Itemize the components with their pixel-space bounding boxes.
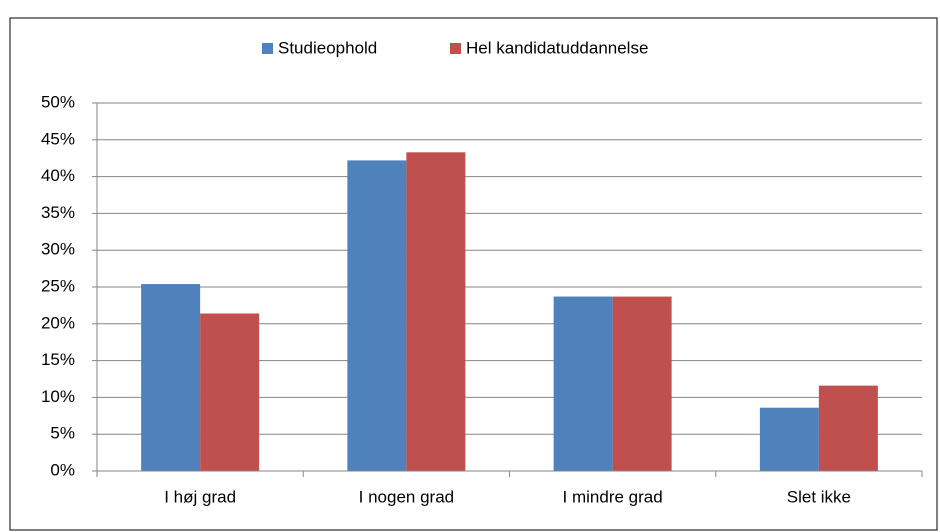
bar <box>406 152 466 471</box>
legend-label: Studieophold <box>278 38 377 57</box>
y-tick-label: 40% <box>41 166 75 185</box>
y-tick-label: 20% <box>41 313 75 332</box>
y-tick-label: 10% <box>41 387 75 406</box>
y-tick-label: 15% <box>41 350 75 369</box>
bar <box>141 284 201 471</box>
legend-swatch <box>450 43 461 54</box>
x-tick-label: I høj grad <box>164 487 236 506</box>
x-tick-label: Slet ikke <box>787 487 851 506</box>
y-tick-label: 25% <box>41 276 75 295</box>
bar <box>612 296 672 471</box>
legend-swatch <box>262 43 273 54</box>
bar <box>759 407 819 471</box>
y-tick-label: 45% <box>41 129 75 148</box>
y-tick-label: 0% <box>50 460 75 479</box>
x-tick-label: I mindre grad <box>563 487 663 506</box>
y-tick-label: 30% <box>41 240 75 259</box>
bar <box>818 385 878 471</box>
y-tick-label: 50% <box>41 92 75 111</box>
bar <box>347 160 407 471</box>
y-tick-label: 5% <box>50 424 75 443</box>
bar <box>200 313 260 471</box>
x-tick-label: I nogen grad <box>359 487 454 506</box>
bar <box>553 296 613 471</box>
legend-label: Hel kandidatuddannelse <box>466 38 648 57</box>
y-tick-label: 35% <box>41 203 75 222</box>
